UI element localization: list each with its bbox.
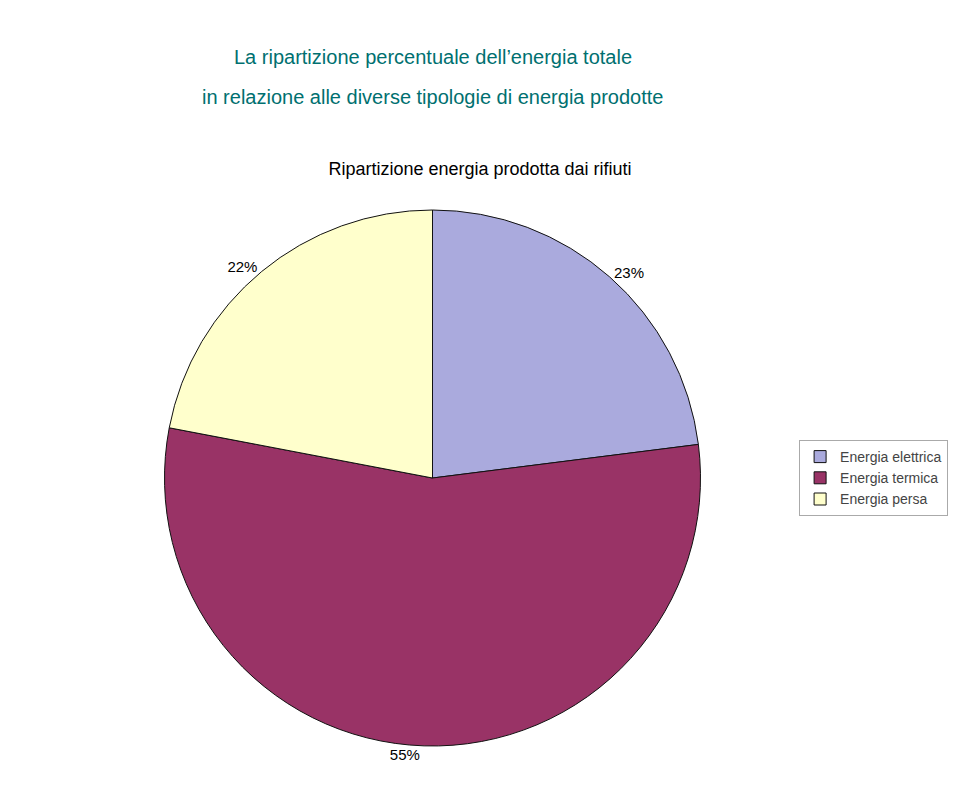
- svg-text:Ripartizione energia prodotta: Ripartizione energia prodotta dai rifiut…: [328, 159, 631, 179]
- svg-text:Energia termica: Energia termica: [840, 470, 938, 486]
- svg-text:Energia persa: Energia persa: [840, 491, 927, 507]
- svg-text:in relazione alle diverse tipo: in relazione alle diverse tipologie di e…: [202, 86, 663, 108]
- svg-text:La ripartizione percentuale de: La ripartizione percentuale dell’energia…: [234, 46, 632, 68]
- svg-text:Energia elettrica: Energia elettrica: [840, 449, 941, 465]
- svg-text:55%: 55%: [390, 746, 420, 763]
- svg-text:23%: 23%: [614, 264, 644, 281]
- svg-text:22%: 22%: [227, 258, 257, 275]
